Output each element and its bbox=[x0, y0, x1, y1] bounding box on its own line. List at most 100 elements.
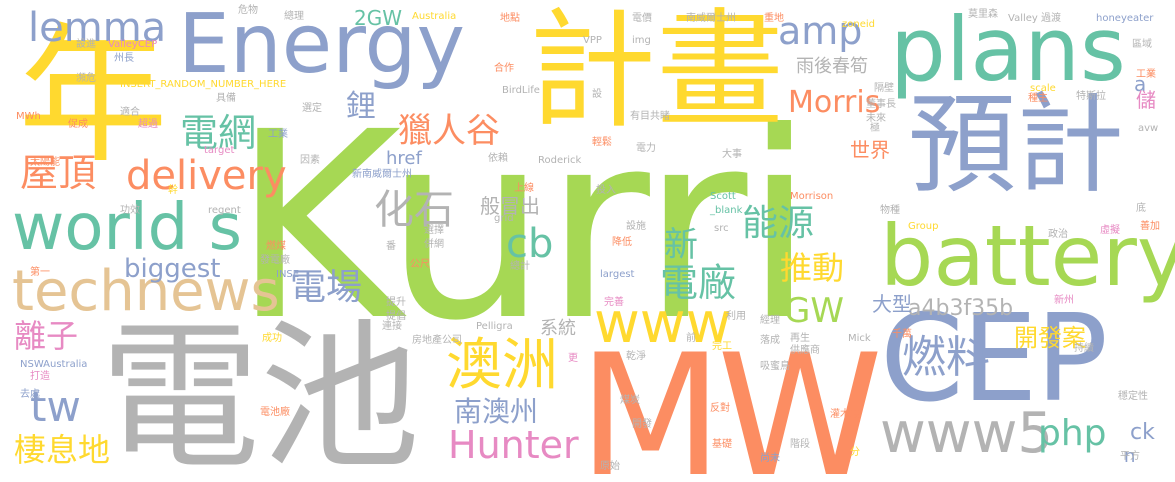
word-dianchichang: 電池廠 bbox=[260, 407, 290, 418]
word-australia: Australia bbox=[412, 11, 457, 22]
word-xinnanweiershi: 新南威爾士州 bbox=[352, 169, 412, 180]
word-zaisheng: 再生 bbox=[790, 333, 810, 344]
word-gan: 幹 bbox=[168, 185, 178, 196]
word-chu: 儲 bbox=[1136, 88, 1156, 112]
word-wangong: 完工 bbox=[712, 341, 732, 352]
word-wendingxing: 穩定性 bbox=[1118, 391, 1148, 402]
word-ganjing: 乾淨 bbox=[626, 351, 646, 362]
word-weilai: 未來 bbox=[866, 113, 886, 124]
word-morris: Morris bbox=[788, 85, 881, 120]
word-dianchang-f: 電廠 bbox=[660, 261, 737, 305]
word-huashi: 化石 bbox=[374, 187, 454, 233]
word-dianchang-c: 電場 bbox=[290, 267, 363, 308]
word-fandui: 反對 bbox=[710, 403, 730, 414]
word-wuzhong: 物種 bbox=[880, 205, 900, 216]
word-shanjia: 善加 bbox=[1140, 221, 1160, 232]
word-nanaozhou: 南澳州 bbox=[454, 395, 539, 428]
word-kaijian: 開發 bbox=[632, 419, 652, 430]
word-nian: 年 bbox=[18, 10, 169, 184]
word-jubei: 具備 bbox=[216, 93, 236, 104]
word-yuji: 預計 bbox=[908, 83, 1125, 208]
word-shijie: 世界 bbox=[850, 138, 890, 162]
word-img: img bbox=[632, 35, 651, 46]
word-gw: GW bbox=[784, 291, 844, 331]
word-xuanze: 選擇 bbox=[424, 225, 444, 236]
word-shihe: 適合 bbox=[120, 107, 140, 118]
word-group: Group bbox=[908, 221, 939, 232]
word-scott: Scott bbox=[710, 191, 736, 202]
word-jichu: 基礎 bbox=[712, 439, 732, 450]
word-dongshizhang: 董事長 bbox=[866, 99, 896, 110]
word-nanweiershi: 南威爾士州 bbox=[686, 13, 736, 24]
word-tuidong: 推動 bbox=[780, 249, 845, 287]
word-li: 鋰 bbox=[346, 89, 376, 124]
word-insert: INSERT_RANDOM_NUMBER_HERE bbox=[120, 79, 287, 90]
word-valleycep: ValleyCEP bbox=[108, 39, 158, 50]
word-molisen: 莫里森 bbox=[968, 9, 998, 20]
word-weixian: 危物 bbox=[238, 5, 258, 16]
word-cep: CEP bbox=[880, 290, 1108, 429]
word-gongdian: 工業 bbox=[268, 129, 288, 140]
word-jieduan: 階段 bbox=[790, 439, 810, 450]
word-yuanshi: 原始 bbox=[600, 461, 620, 472]
word-tw: tw bbox=[30, 382, 81, 431]
word-geng: 更 bbox=[568, 353, 578, 364]
word-ji: 極 bbox=[870, 123, 880, 134]
word-qianwan: 千萬 bbox=[892, 329, 912, 340]
word-ximiniao: 吸蜜鳥 bbox=[760, 361, 790, 372]
word-tourujian: 投入 bbox=[596, 185, 616, 196]
word-cb: cb bbox=[506, 221, 554, 267]
word-quyu: 區域 bbox=[1132, 39, 1152, 50]
word-hezuo: 合作 bbox=[494, 63, 514, 74]
word-shangxian: 上線 bbox=[514, 183, 534, 194]
word-xinzhou: 新州 bbox=[1054, 295, 1074, 306]
word-zongli: 總理 bbox=[284, 11, 304, 22]
word-lianjie: 連接 bbox=[382, 321, 402, 332]
word-dazao: 打造 bbox=[30, 371, 50, 382]
word-energy: Energy bbox=[178, 0, 466, 92]
word-sheji: 設進 bbox=[76, 39, 96, 50]
word-technews: technews bbox=[12, 259, 280, 324]
word-kaifaan: 開發案 bbox=[1014, 324, 1086, 352]
word-worlds: world s bbox=[12, 191, 242, 265]
word-chixu: 持續 bbox=[1074, 343, 1094, 354]
word-ck: ck bbox=[1130, 420, 1155, 445]
word-lierengu: 獵人谷 bbox=[398, 111, 500, 151]
word-gongxiao: 功效 bbox=[120, 205, 140, 216]
word-gebi: 隔壁 bbox=[874, 83, 894, 94]
word-a4b3f35b: a4b3f35b bbox=[908, 296, 1014, 321]
word-luocheng: 落成 bbox=[760, 335, 780, 346]
word-yilai: 依賴 bbox=[488, 153, 508, 164]
word-zhongdi: 重地 bbox=[764, 13, 784, 24]
word-birdlife: BirdLife bbox=[502, 85, 540, 96]
word-zoneid: zoneid bbox=[842, 19, 875, 30]
word-dian: 番 bbox=[386, 241, 396, 252]
word-tichang: 提倡 bbox=[386, 311, 406, 322]
word-morrison: Morrison bbox=[790, 191, 834, 202]
word-liyong: 利用 bbox=[726, 311, 746, 322]
word-delivery: delivery bbox=[126, 153, 287, 199]
word-dashi: 大事 bbox=[722, 149, 742, 160]
word-grid: grid bbox=[494, 213, 514, 224]
word-lemma: lemma bbox=[28, 5, 167, 51]
word-zhengzhi: 政治 bbox=[1048, 229, 1068, 240]
word-meitan: 煤炭 bbox=[620, 395, 640, 406]
word-href: href bbox=[386, 148, 422, 169]
word-mick: Mick bbox=[848, 333, 871, 344]
word-qian: 前 bbox=[686, 333, 696, 344]
word-zhongzhu: 種主 bbox=[1028, 93, 1048, 104]
word-gongchi: 公尺 bbox=[410, 259, 430, 270]
word-quchu: 去處 bbox=[20, 389, 40, 400]
word-xuanding: 選定 bbox=[302, 103, 322, 114]
word-inse: INSE bbox=[276, 269, 300, 280]
word-mw: MW bbox=[578, 318, 883, 482]
word-nswaustralia: NSWAustralia bbox=[20, 359, 88, 370]
word-vpp: VPP bbox=[583, 35, 602, 46]
word-battery: battery bbox=[880, 207, 1175, 305]
word-wanshan: 完善 bbox=[604, 297, 624, 308]
word-zongji: 總計 bbox=[510, 261, 530, 272]
word-she: 設 bbox=[592, 89, 602, 100]
word-valley-guodu: Valley 過渡 bbox=[1008, 13, 1061, 24]
word-guanmuchong: 灌木叢 bbox=[830, 409, 860, 420]
